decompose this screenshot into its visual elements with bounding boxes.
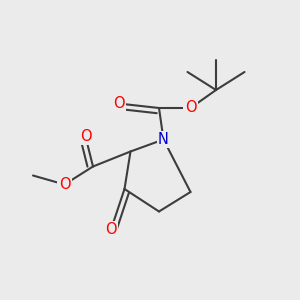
Text: O: O — [105, 222, 117, 237]
Text: O: O — [113, 96, 124, 111]
Text: O: O — [80, 129, 91, 144]
Text: O: O — [185, 100, 196, 116]
Text: O: O — [59, 177, 70, 192]
Text: N: N — [158, 132, 169, 147]
